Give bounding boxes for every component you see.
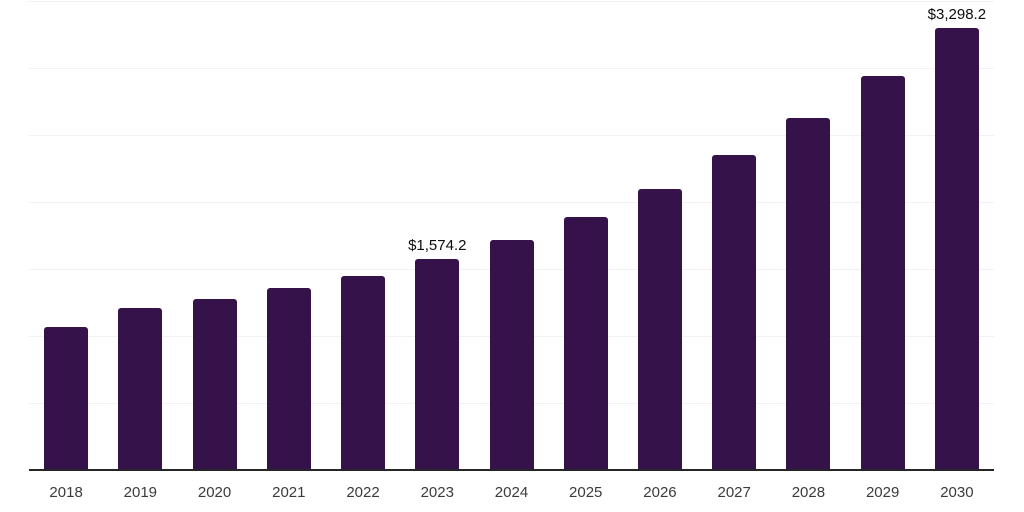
x-tick-label-2019: 2019 <box>123 484 158 501</box>
x-tick-label-2026: 2026 <box>643 484 677 501</box>
bar-2020[interactable] <box>192 299 237 470</box>
bar-2019[interactable] <box>118 308 163 470</box>
x-tick-label-2020: 2020 <box>197 484 232 501</box>
x-tick-label-2028: 2028 <box>791 484 826 501</box>
bar-2024[interactable] <box>489 239 534 470</box>
x-tick-label-2018: 2018 <box>49 484 83 501</box>
x-tick-label-2024: 2024 <box>494 484 529 501</box>
bar-2027[interactable] <box>712 154 757 470</box>
x-tick-label-2021: 2021 <box>272 484 306 501</box>
bar-2023[interactable] <box>415 259 460 470</box>
plot-area: $1,574.2 $3,298.2 <box>29 1 994 470</box>
bar-2028[interactable] <box>786 117 831 470</box>
x-tick-label-2030: 2030 <box>940 484 974 501</box>
bar-2029[interactable] <box>860 75 905 470</box>
bar-2025[interactable] <box>563 216 608 470</box>
gridline <box>29 202 994 203</box>
gridline <box>29 135 994 136</box>
bar-2030[interactable] <box>934 28 979 470</box>
x-tick-label-2029: 2029 <box>865 484 900 501</box>
bar-2021[interactable] <box>266 288 311 470</box>
x-axis-line <box>29 469 994 471</box>
bar-2022[interactable] <box>341 276 386 470</box>
x-tick-label-2023: 2023 <box>420 484 454 501</box>
x-tick-label-2022: 2022 <box>346 484 380 501</box>
gridline <box>29 68 994 69</box>
bar-2026[interactable] <box>637 188 682 470</box>
gridline <box>29 1 994 2</box>
bar-2018[interactable] <box>44 327 89 470</box>
bar-value-label-2023: $1,574.2 <box>408 237 467 255</box>
x-tick-label-2027: 2027 <box>717 484 751 501</box>
x-tick-label-2025: 2025 <box>569 484 603 501</box>
bar-value-label-2030: $3,298.2 <box>927 6 987 24</box>
